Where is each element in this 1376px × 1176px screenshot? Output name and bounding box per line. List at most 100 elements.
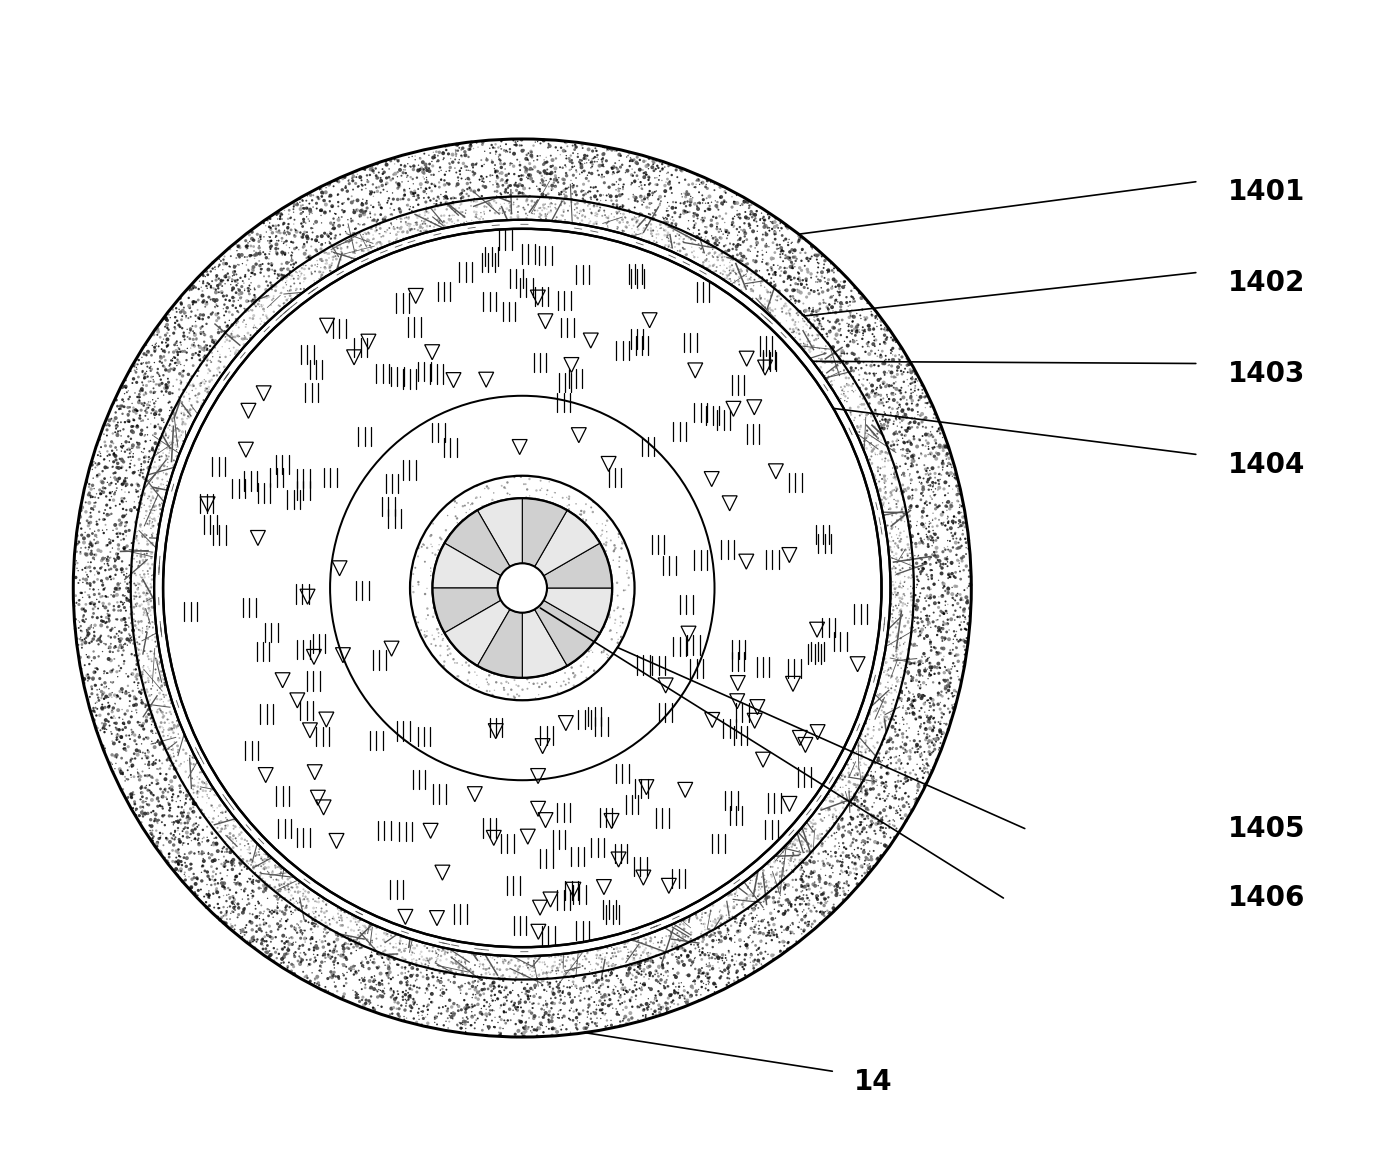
Point [885,479,907,497]
Point [376,193,398,212]
Point [255,216,277,235]
Point [680,225,702,243]
Point [596,186,618,205]
Point [787,846,809,864]
Point [828,878,850,897]
Point [893,421,915,440]
Point [607,586,629,604]
Point [473,960,495,978]
Point [416,627,438,646]
Point [345,915,367,934]
Point [440,196,462,215]
Point [330,239,352,258]
Point [213,843,235,862]
Point [193,274,215,293]
Point [341,960,363,978]
Point [897,568,919,587]
Point [870,847,892,866]
Point [464,944,486,963]
Point [885,609,907,628]
Point [319,941,341,960]
Point [143,442,165,461]
Point [695,246,717,265]
Point [472,955,494,974]
Point [541,963,563,982]
Point [169,333,191,352]
Point [327,216,350,235]
Point [494,950,516,969]
Point [319,225,341,243]
Point [215,254,237,273]
Point [136,767,158,786]
Point [622,209,644,228]
Point [699,961,721,980]
Point [144,649,166,668]
Point [749,877,771,896]
Point [739,216,761,235]
Point [377,949,399,968]
Point [637,188,659,207]
Point [438,1005,460,1024]
Point [633,928,655,947]
Point [498,1000,520,1018]
Point [169,860,191,878]
Point [926,659,948,677]
Point [84,566,106,584]
Point [819,801,841,820]
Point [113,489,135,508]
Point [688,967,710,985]
Point [553,994,575,1013]
Point [74,595,96,614]
Point [490,996,512,1015]
Point [249,263,271,282]
Point [705,949,727,968]
Point [910,388,932,407]
Point [155,382,178,401]
Point [544,169,566,188]
Point [621,988,643,1007]
Point [420,213,442,232]
Point [552,963,574,982]
Point [871,814,893,833]
Point [815,294,837,313]
Point [879,405,901,423]
Point [245,245,267,263]
Point [910,759,932,777]
Point [465,1010,487,1029]
Point [255,846,277,864]
Point [882,810,904,829]
Point [640,928,662,947]
Point [191,286,213,305]
Point [541,194,563,213]
Point [253,858,275,877]
Point [947,646,969,664]
Point [888,609,910,628]
Point [184,793,206,811]
Point [506,684,528,703]
Point [362,198,384,216]
Point [189,385,211,403]
Point [311,252,333,270]
Point [590,527,612,546]
Point [566,186,588,205]
Point [854,734,877,753]
Point [227,895,249,914]
Point [182,795,204,814]
Point [314,259,336,278]
Point [856,861,878,880]
Point [129,713,151,731]
Point [444,507,466,526]
Point [791,306,813,325]
Point [92,574,114,593]
Point [878,399,900,417]
Point [892,724,914,743]
Point [556,967,578,985]
Point [523,958,545,977]
Point [271,931,293,950]
Point [553,193,575,212]
Point [585,964,607,983]
Point [916,527,938,546]
Point [223,895,245,914]
Point [611,211,633,229]
Point [109,524,131,543]
